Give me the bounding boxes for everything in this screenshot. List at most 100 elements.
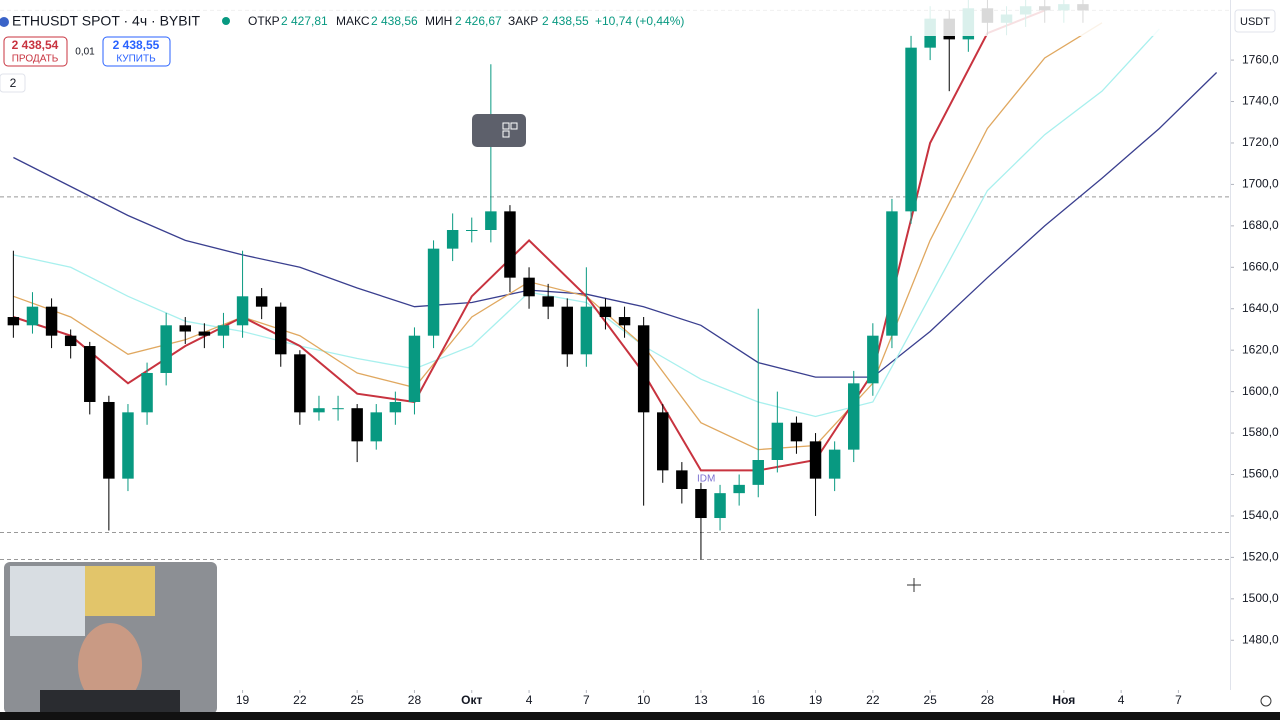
toolbar[interactable]	[472, 114, 526, 147]
close-value: 2 438,55	[542, 14, 589, 28]
candle-body	[198, 331, 211, 336]
axes: 1480,0 1500,0 1520,0 1540,0 1560,0 1580,0 1600…	[236, 52, 1279, 707]
bottom-bar	[0, 712, 1280, 720]
candle-body	[771, 422, 784, 460]
candle-body	[752, 460, 764, 485]
candle-body	[236, 296, 249, 326]
plot	[0, 0, 1230, 560]
candle-body	[160, 325, 172, 373]
webcam-shirt	[40, 690, 180, 714]
candle-body	[26, 306, 39, 326]
moving-average	[13, 72, 1218, 378]
y-tick-label: 1560,0	[1242, 467, 1279, 481]
candle-body	[886, 211, 898, 336]
candle-body	[657, 412, 669, 471]
y-tick-label: 1520,0	[1242, 550, 1279, 564]
candle-body	[733, 484, 745, 494]
sell-button[interactable]	[3, 36, 68, 67]
toolbar-icon	[502, 122, 510, 130]
candle-body	[905, 47, 917, 212]
candle-body	[408, 335, 421, 402]
x-tick-label: Окт	[461, 693, 482, 707]
candle-body	[7, 317, 20, 326]
candle-body	[790, 422, 803, 442]
candle-body	[676, 470, 688, 490]
candle-body	[637, 325, 650, 413]
open-label: ОТКР	[248, 14, 280, 28]
webcam-poster	[85, 566, 155, 616]
candle-body	[64, 335, 77, 347]
high-label: МАКС	[336, 14, 370, 28]
y-tick-label: 1640,0	[1242, 301, 1279, 315]
indicators-count: 2	[10, 76, 17, 90]
status-dot	[222, 17, 230, 25]
candle-body	[351, 408, 363, 442]
x-tick-label: 19	[236, 693, 250, 707]
toolbar-icon	[510, 122, 518, 130]
x-tick-label: Ноя	[1052, 693, 1075, 707]
x-tick-label: 10	[637, 693, 651, 707]
candle-body	[332, 408, 344, 410]
candle-body	[313, 408, 325, 413]
x-tick-label: 28	[408, 693, 422, 707]
low-label: МИН	[425, 14, 452, 28]
y-tick-label: 1540,0	[1242, 508, 1279, 522]
x-tick-label: 16	[752, 693, 766, 707]
x-tick-label: 19	[809, 693, 823, 707]
toolbar-icon	[502, 130, 510, 138]
symbol-icon	[0, 17, 9, 27]
x-tick-label: 4	[526, 693, 533, 707]
spread: 0,01	[75, 47, 95, 58]
candle-body	[618, 317, 631, 326]
moving-average	[13, 22, 1103, 451]
candle-body	[848, 383, 860, 450]
indicators-toggle[interactable]	[0, 73, 26, 93]
currency-button[interactable]	[1234, 9, 1276, 33]
candle-body	[828, 449, 841, 479]
candle-body	[599, 306, 612, 318]
candle-body	[504, 211, 516, 278]
candle-body	[122, 412, 134, 479]
x-tick-label: 7	[583, 693, 590, 707]
y-tick-label: 1740,0	[1242, 94, 1279, 108]
x-tick-label: 25	[923, 693, 937, 707]
y-tick-label: 1660,0	[1242, 259, 1279, 273]
candle-body	[275, 306, 287, 355]
candle-body	[485, 211, 497, 230]
webcam-wall	[10, 566, 85, 636]
candle-body	[103, 401, 115, 479]
crosshair	[907, 578, 921, 592]
y-tick-label: 1580,0	[1242, 425, 1279, 439]
buy-price: 2 438,55	[113, 38, 160, 52]
settings-icon[interactable]	[1260, 695, 1272, 707]
candle-body	[561, 306, 573, 355]
webcam-person	[78, 623, 142, 707]
x-tick-label: 22	[866, 693, 880, 707]
y-tick-label: 1600,0	[1242, 384, 1279, 398]
candle-body	[255, 296, 268, 307]
candle-body	[389, 401, 402, 413]
x-tick-label: 25	[350, 693, 364, 707]
open-value: 2 427,81	[281, 14, 328, 28]
candle-body	[809, 441, 822, 479]
buy-button[interactable]	[102, 36, 171, 67]
candle-body	[217, 325, 230, 336]
candle-body	[523, 277, 535, 297]
x-tick-label: 13	[694, 693, 708, 707]
candle-body	[179, 325, 191, 332]
candle-body	[580, 306, 593, 355]
change: +10,74 (+0,44%)	[595, 14, 684, 28]
y-tick-label: 1680,0	[1242, 218, 1279, 232]
buy-label: КУПИТЬ	[116, 54, 156, 65]
symbol: ETHUSDT SPOT · 4ч · BYBIT	[12, 13, 200, 29]
candle-body	[695, 489, 707, 519]
low-value: 2 426,67	[455, 14, 502, 28]
high-value: 2 438,56	[371, 14, 418, 28]
x-tick-label: 7	[1175, 693, 1182, 707]
y-tick-label: 1700,0	[1242, 177, 1279, 191]
axis-border	[1230, 0, 1231, 690]
candle-body	[45, 306, 58, 336]
y-tick-label: 1480,0	[1242, 632, 1279, 646]
header-bg	[0, 0, 1230, 36]
